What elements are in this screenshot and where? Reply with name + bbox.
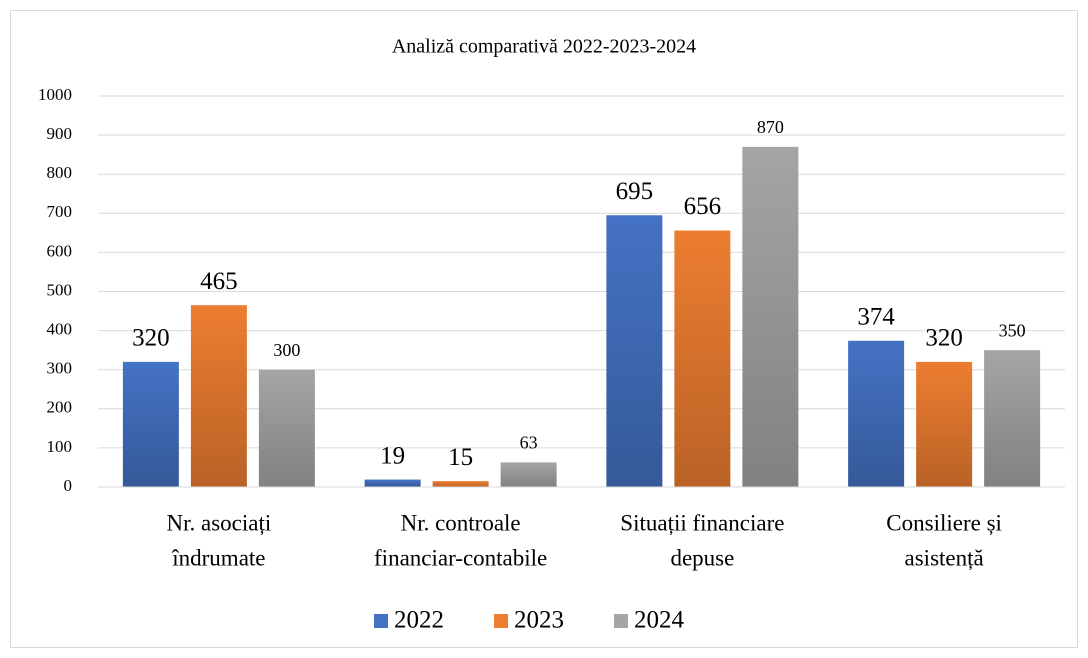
x-tick-label: depuse	[670, 545, 734, 570]
data-label: 320	[925, 325, 963, 352]
data-label: 19	[380, 442, 405, 469]
y-tick-label: 900	[47, 124, 73, 143]
data-label: 300	[273, 340, 300, 360]
x-tick-label: îndrumate	[171, 545, 265, 570]
legend-swatch	[494, 614, 508, 628]
y-tick-label: 800	[47, 163, 73, 182]
x-tick-label: Nr. controale	[401, 510, 521, 535]
bar	[984, 350, 1041, 487]
legend-swatch	[614, 614, 628, 628]
legend-label: 2022	[394, 607, 444, 634]
data-label: 656	[684, 193, 722, 220]
legend-label: 2024	[634, 607, 685, 634]
data-label: 63	[520, 432, 538, 452]
x-tick-label: Consiliere și	[886, 510, 1002, 535]
chart-border	[10, 10, 1078, 648]
bar	[674, 230, 731, 487]
bar	[122, 361, 179, 487]
legend-swatch	[374, 614, 388, 628]
y-tick-label: 300	[47, 359, 73, 378]
data-label: 465	[200, 268, 238, 295]
x-tick-label: Nr. asociați	[167, 510, 272, 535]
x-tick-label: Situații financiare	[620, 510, 784, 535]
x-tick-label: asistență	[905, 545, 984, 570]
bar	[742, 146, 799, 487]
bar	[364, 479, 421, 487]
bar	[606, 215, 663, 487]
data-label: 15	[448, 444, 473, 471]
y-tick-label: 600	[47, 241, 73, 260]
legend-label: 2023	[514, 607, 564, 634]
y-tick-label: 0	[64, 476, 73, 495]
data-label: 350	[999, 320, 1026, 340]
data-label: 320	[132, 325, 170, 352]
y-tick-label: 200	[47, 398, 73, 417]
y-tick-label: 500	[47, 280, 73, 299]
data-label: 870	[757, 117, 784, 137]
data-label: 695	[616, 178, 654, 205]
bar	[916, 361, 973, 487]
chart-title: Analiză comparativă 2022-2023-2024	[392, 36, 696, 58]
y-tick-label: 400	[47, 320, 73, 339]
y-tick-label: 100	[47, 437, 73, 456]
data-label: 374	[857, 304, 895, 331]
bar	[432, 481, 489, 487]
bar	[258, 369, 315, 487]
y-tick-label: 700	[47, 202, 73, 221]
y-tick-label: 1000	[38, 85, 72, 104]
bar	[190, 305, 247, 487]
bar	[848, 340, 905, 487]
x-tick-label: financiar-contabile	[374, 545, 547, 570]
bar	[500, 462, 557, 487]
